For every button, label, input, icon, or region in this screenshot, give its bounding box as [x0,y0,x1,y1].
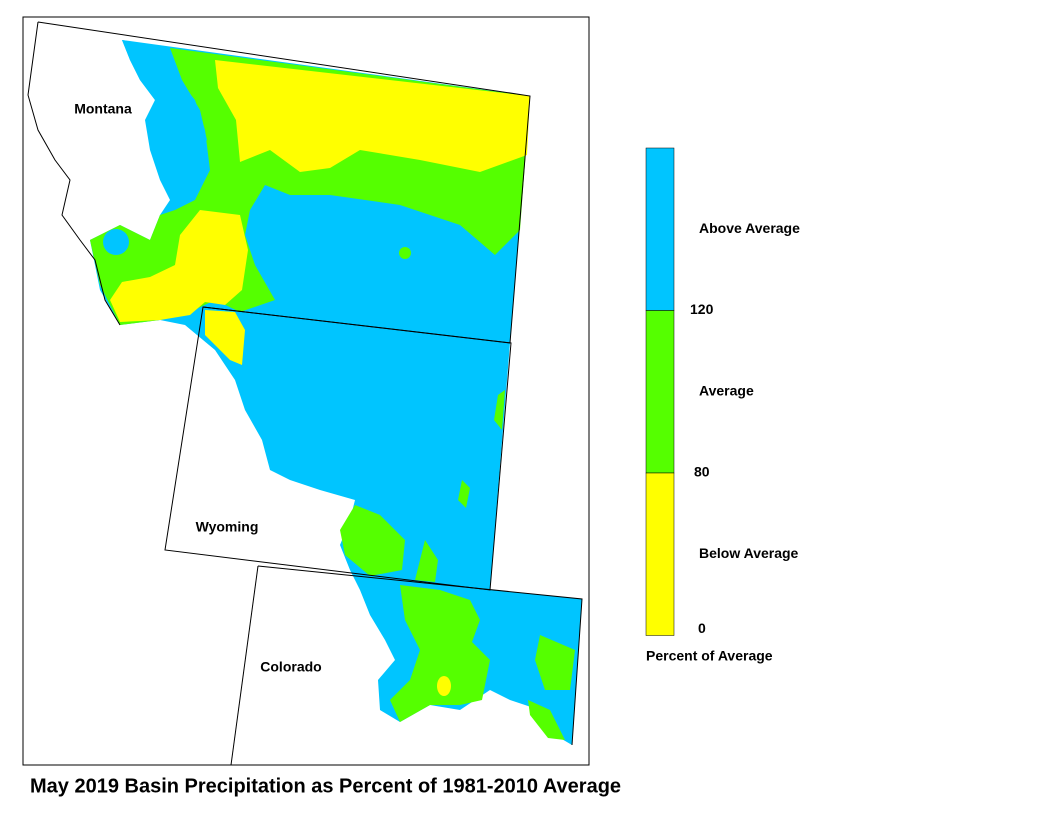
legend-title: Percent of Average [646,648,773,664]
average-area [494,390,505,430]
above-area [103,229,129,255]
colorado-border [257,565,583,746]
state-label: Wyoming [196,519,259,535]
average-area [528,700,565,740]
legend-tick-label: 120 [690,301,714,317]
montana-west-border [27,21,121,326]
average-area [458,480,470,508]
legend-swatch [645,147,675,311]
colorado-west-border [230,565,259,766]
average-area [340,505,405,576]
state-label: Montana [74,101,132,117]
average-area [390,585,490,722]
map-title: May 2019 Basin Precipitation as Percent … [30,775,621,797]
average-area [535,635,575,690]
state-label: Colorado [260,659,321,675]
state-outlines [27,21,583,766]
below-area [205,310,245,365]
above-area [122,40,207,152]
legend-class-label: Average [699,382,754,398]
legend-class-label: Above Average [699,220,800,236]
below-area [437,676,451,696]
average-area [399,247,411,259]
below-area [110,210,248,322]
below-area [215,60,530,172]
legend-swatch [645,310,675,474]
legend-tick-label: 80 [694,464,710,480]
legend-swatch [645,472,675,636]
legend-tick-label: 0 [698,620,706,636]
legend-class-label: Below Average [699,545,799,561]
basin-map [90,40,582,745]
legend: Above Average Average Below Average 120 80 0 P… [645,147,800,664]
average-area [415,540,438,582]
